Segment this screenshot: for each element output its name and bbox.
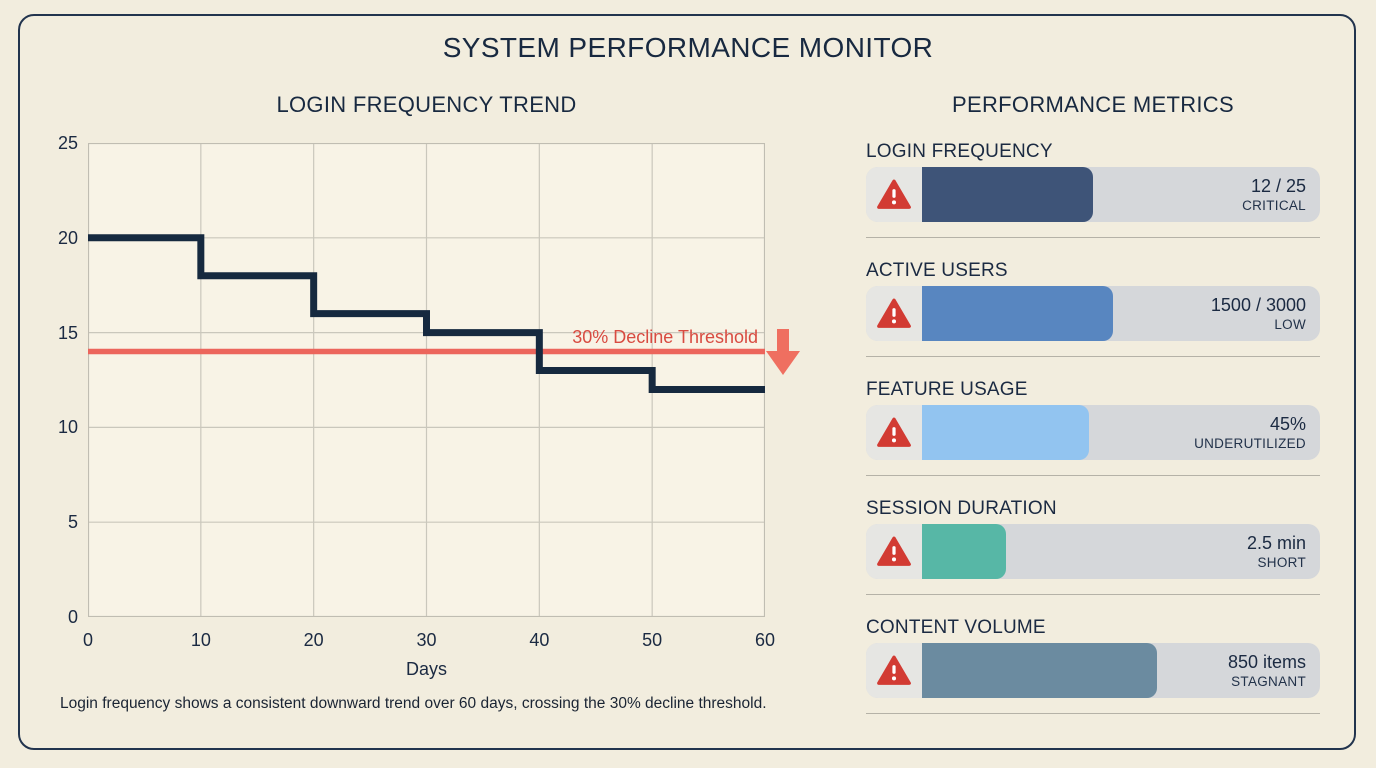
x-tick-label: 60 [754,630,776,650]
y-tick-label: 15 [57,322,78,343]
metric-row-login-frequency: LOGIN FREQUENCY 12 / 25 CRITICAL [866,141,1320,260]
warning-triangle-icon [866,167,922,222]
x-tick-label: 40 [529,630,550,650]
x-tick-label: 20 [303,630,324,650]
metric-row-active-users: ACTIVE USERS 1500 / 3000 LOW [866,260,1320,379]
y-tick-label: 10 [57,417,78,438]
metric-row-feature-usage: FEATURE USAGE 45% UNDERUTILIZED [866,379,1320,498]
metric-label: SESSION DURATION [866,498,1057,519]
x-tick-label: 0 [82,630,93,650]
y-tick-label: 20 [57,227,78,248]
metric-status-badge: STAGNANT [1231,674,1306,689]
metric-label: ACTIVE USERS [866,260,1008,281]
warning-triangle-icon [866,643,922,698]
warning-triangle-icon [866,286,922,341]
metric-readout: 45% UNDERUTILIZED [1194,405,1306,460]
metric-fill [922,167,1093,222]
divider [866,237,1320,238]
metric-fill [922,643,1157,698]
metric-status-badge: LOW [1274,317,1306,332]
metric-status-badge: CRITICAL [1242,198,1306,213]
metric-readout: 12 / 25 CRITICAL [1242,167,1306,222]
panel-border [18,14,1356,750]
login-frequency-step-chart [88,143,765,617]
x-tick-label: 30 [416,630,437,650]
metric-progress-bar: 45% UNDERUTILIZED [866,405,1320,460]
y-tick-label: 5 [67,512,78,533]
metric-status-badge: SHORT [1257,555,1306,570]
metric-readout: 1500 / 3000 LOW [1211,286,1306,341]
y-tick-label: 0 [67,607,78,627]
divider [866,475,1320,476]
chart-title: LOGIN FREQUENCY TREND [276,92,577,117]
page-title: SYSTEM PERFORMANCE MONITOR [442,32,934,63]
metric-label: FEATURE USAGE [866,379,1028,400]
metric-value: 45% [1269,414,1306,434]
divider [866,594,1320,595]
divider [866,356,1320,357]
x-axis-label: Days [405,659,447,679]
metric-value: 2.5 min [1246,533,1306,553]
metric-value: 850 items [1227,652,1306,672]
metric-fill [922,286,1113,341]
metric-fill [922,524,1006,579]
y-tick-label: 25 [57,133,78,153]
metric-readout: 850 items STAGNANT [1228,643,1306,698]
metric-progress-bar: 850 items STAGNANT [866,643,1320,698]
metric-row-session-duration: SESSION DURATION 2.5 min SHORT [866,498,1320,617]
divider [866,713,1320,714]
warning-triangle-icon [866,524,922,579]
metrics-title: PERFORMANCE METRICS [952,92,1234,117]
warning-triangle-icon [866,405,922,460]
threshold-label: 30% Decline Threshold [572,327,758,347]
down-arrow-icon [766,329,800,375]
x-tick-label: 10 [190,630,211,650]
metric-readout: 2.5 min SHORT [1247,524,1306,579]
metric-progress-bar: 12 / 25 CRITICAL [866,167,1320,222]
metric-progress-bar: 1500 / 3000 LOW [866,286,1320,341]
x-tick-label: 50 [642,630,663,650]
chart-caption: Login frequency shows a consistent downw… [60,695,767,712]
metric-label: LOGIN FREQUENCY [866,141,1053,162]
metric-row-content-volume: CONTENT VOLUME 850 items STAGNANT [866,617,1320,736]
metric-status-badge: UNDERUTILIZED [1194,436,1306,451]
metric-value: 1500 / 3000 [1210,295,1306,315]
metric-label: CONTENT VOLUME [866,617,1046,638]
metric-fill [922,405,1089,460]
metric-progress-bar: 2.5 min SHORT [866,524,1320,579]
metric-value: 12 / 25 [1250,176,1306,196]
